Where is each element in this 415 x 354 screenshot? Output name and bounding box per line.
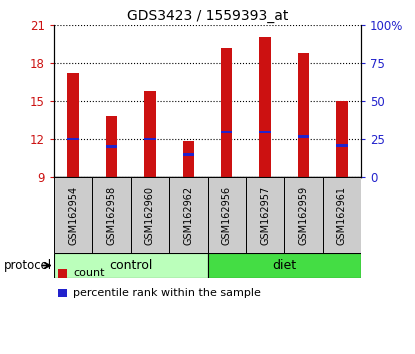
Bar bbox=[54, 177, 92, 253]
Text: GSM162962: GSM162962 bbox=[183, 185, 193, 245]
Text: GSM162960: GSM162960 bbox=[145, 185, 155, 245]
Bar bbox=[208, 253, 361, 278]
Bar bbox=[58, 269, 67, 278]
Bar bbox=[298, 135, 309, 138]
Bar bbox=[183, 153, 194, 155]
Text: GSM162961: GSM162961 bbox=[337, 185, 347, 245]
Bar bbox=[169, 177, 208, 253]
Bar bbox=[336, 144, 348, 147]
Bar bbox=[259, 131, 271, 133]
Text: control: control bbox=[109, 259, 152, 272]
Bar bbox=[106, 116, 117, 177]
Bar bbox=[144, 138, 156, 140]
Bar bbox=[54, 253, 208, 278]
Bar bbox=[259, 38, 271, 177]
Bar bbox=[208, 177, 246, 253]
Bar bbox=[93, 177, 131, 253]
Bar bbox=[183, 142, 194, 177]
Text: GSM162958: GSM162958 bbox=[107, 185, 117, 245]
Bar bbox=[284, 177, 323, 253]
Text: GSM162957: GSM162957 bbox=[260, 185, 270, 245]
Bar bbox=[131, 177, 169, 253]
Bar bbox=[221, 48, 232, 177]
Bar bbox=[298, 53, 309, 177]
Text: GSM162956: GSM162956 bbox=[222, 185, 232, 245]
Bar bbox=[58, 289, 67, 297]
Bar bbox=[246, 177, 284, 253]
Text: count: count bbox=[73, 268, 105, 279]
Text: GSM162954: GSM162954 bbox=[68, 185, 78, 245]
Bar bbox=[221, 131, 232, 133]
Text: percentile rank within the sample: percentile rank within the sample bbox=[73, 288, 261, 298]
Text: protocol: protocol bbox=[4, 259, 52, 272]
Text: GDS3423 / 1559393_at: GDS3423 / 1559393_at bbox=[127, 9, 288, 23]
Text: GSM162959: GSM162959 bbox=[298, 185, 308, 245]
Bar bbox=[336, 101, 348, 177]
Bar bbox=[323, 177, 361, 253]
Bar bbox=[67, 138, 79, 140]
Bar bbox=[106, 145, 117, 148]
Bar bbox=[67, 73, 79, 177]
Text: diet: diet bbox=[272, 259, 296, 272]
Bar bbox=[144, 91, 156, 177]
